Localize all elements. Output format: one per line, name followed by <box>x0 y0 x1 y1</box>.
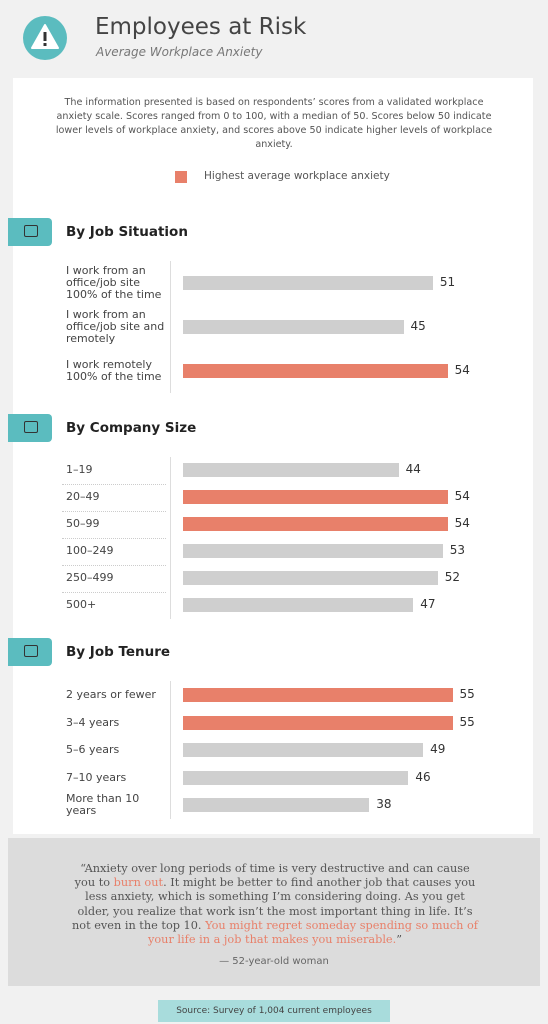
section-title: By Job Situation <box>66 224 188 240</box>
bar <box>183 571 438 585</box>
value-label: 46 <box>415 769 431 784</box>
value-label: 54 <box>454 363 470 377</box>
quote: “Anxiety over long periods of time is ve… <box>70 862 480 947</box>
value-label: 55 <box>459 687 475 701</box>
category-label: More than 10 years <box>66 792 140 817</box>
value-label: 38 <box>376 797 392 811</box>
bar <box>183 320 404 334</box>
bar <box>183 276 433 290</box>
category-label: 100–249 <box>66 544 114 557</box>
axis-line <box>170 261 171 393</box>
section-tab <box>8 414 52 442</box>
category-label: 500+ <box>66 598 97 611</box>
value-label: 49 <box>430 742 446 756</box>
category-label: I work from an office/job site 100% of t… <box>66 264 162 301</box>
title: Employees at Risk <box>95 14 307 40</box>
quote-part: burn out <box>113 876 164 890</box>
section-tab <box>8 218 52 246</box>
category-label: 1–19 <box>66 463 93 476</box>
bar <box>183 798 370 812</box>
bar <box>183 598 414 612</box>
subtitle: Average Workplace Anxiety <box>96 45 263 59</box>
quote-box <box>8 838 540 986</box>
axis-line <box>170 681 171 819</box>
legend-label: Highest average workplace anxiety <box>204 170 390 182</box>
value-label: 53 <box>449 543 465 557</box>
section-title: By Job Tenure <box>66 644 171 660</box>
bar <box>183 688 453 702</box>
row-separator <box>62 591 166 593</box>
category-label: 5–6 years <box>66 743 120 756</box>
category-label: 20–49 <box>66 490 100 503</box>
quote-part: “Anxiety over long periods of time is ve… <box>74 862 470 890</box>
value-label: 52 <box>444 570 461 584</box>
category-label: 3–4 years <box>66 715 120 729</box>
section-tab <box>8 638 52 666</box>
section-icon <box>24 225 38 237</box>
row-separator <box>62 510 166 512</box>
bar <box>183 364 448 378</box>
value-label: 51 <box>439 275 456 289</box>
row-separator <box>62 564 166 566</box>
quote-part: ” <box>396 933 402 947</box>
category-label: I work from an office/job site and remot… <box>66 308 165 345</box>
category-label: 7–10 years <box>66 770 127 784</box>
section-title: By Company Size <box>66 420 197 436</box>
value-label: 47 <box>420 597 436 611</box>
section-icon <box>24 645 38 657</box>
intro: The information presented is based on re… <box>55 97 493 150</box>
quote-part: You might regret someday spending so muc… <box>147 918 478 947</box>
category-label: 50–99 <box>66 517 100 530</box>
legend-swatch <box>175 171 187 183</box>
quote-part: . It might be better to find another job… <box>72 876 476 932</box>
bar <box>183 517 448 531</box>
axis-line <box>170 456 171 619</box>
attribution: — 52-year-old woman <box>219 956 329 967</box>
row-separator <box>62 537 166 539</box>
value-label: 44 <box>405 462 421 476</box>
category-label: 2 years or fewer <box>66 688 156 701</box>
section-icon <box>24 421 38 433</box>
value-label: 55 <box>459 714 475 729</box>
bar <box>183 715 453 730</box>
bar <box>183 490 448 504</box>
category-label: I work remotely 100% of the time <box>66 358 162 383</box>
source: Source: Survey of 1,004 current employee… <box>158 1000 390 1022</box>
value-label: 54 <box>454 489 470 503</box>
bar <box>183 544 443 558</box>
row-separator <box>62 483 166 485</box>
category-label: 250–499 <box>66 571 114 584</box>
bar <box>183 743 424 757</box>
card <box>13 78 533 834</box>
bar <box>183 770 409 785</box>
value-label: 45 <box>410 319 426 333</box>
value-label: 54 <box>454 516 470 530</box>
warning-icon <box>23 16 67 60</box>
bar <box>183 463 399 477</box>
